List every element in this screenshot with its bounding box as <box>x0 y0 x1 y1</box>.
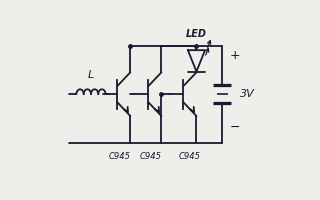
Text: C945: C945 <box>178 152 200 161</box>
Text: 3V: 3V <box>240 89 254 99</box>
Text: C945: C945 <box>108 152 130 161</box>
Text: C945: C945 <box>139 152 161 161</box>
Text: +: + <box>229 49 240 62</box>
Text: LED: LED <box>186 29 207 39</box>
Text: L: L <box>88 70 94 80</box>
Text: −: − <box>230 121 240 134</box>
